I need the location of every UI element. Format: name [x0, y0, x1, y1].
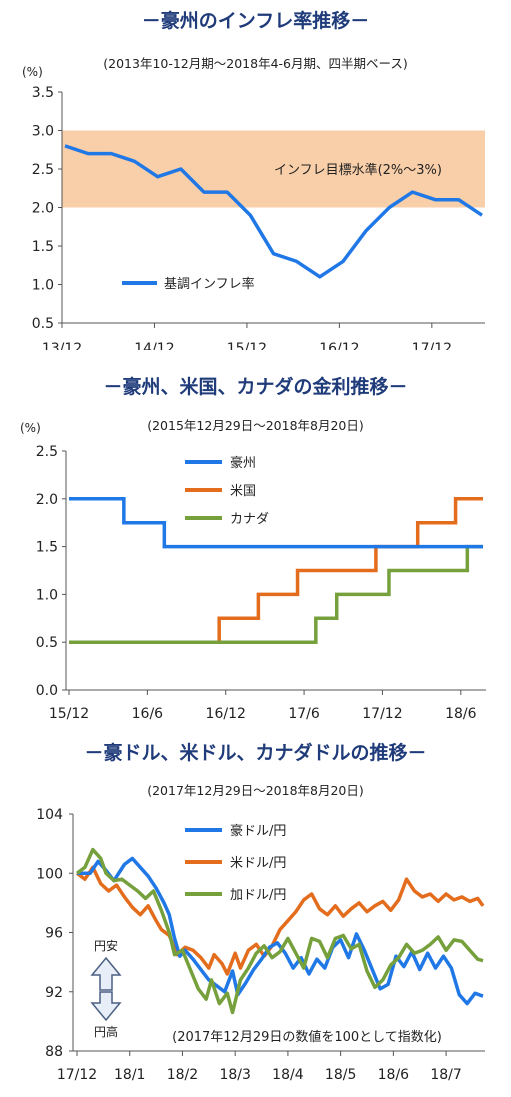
y-tick-label: 88 — [45, 1044, 63, 1060]
series-line-us — [69, 497, 483, 644]
x-tick-label: 18/2 — [167, 1067, 198, 1083]
legend-label-cad-jpy: 加ドル/円 — [230, 888, 286, 903]
y-tick-label: 1.0 — [36, 587, 58, 603]
x-tick-label: 15/12 — [49, 706, 89, 722]
x-tick-label: 15/12 — [227, 341, 267, 350]
x-tick-label: 18/7 — [430, 1067, 461, 1083]
x-tick-label: 17/12 — [362, 706, 402, 722]
series-line-canada — [69, 544, 483, 644]
series-line-cad-jpy — [75, 847, 484, 1015]
y-tick-label: 2.0 — [36, 492, 58, 508]
yen-weak-label: 円安 — [94, 938, 118, 953]
x-tick-label: 18/1 — [114, 1067, 145, 1083]
index-note: (2017年12月29日の数値を100として指数化) — [172, 1029, 442, 1045]
x-tick-label: 14/12 — [134, 341, 174, 350]
inflation-chart: インフレ目標水準(2%～3%) (%) 0.5 1.0 1.5 2.0 2.5 3.0 3.5 1… — [22, 65, 485, 350]
up-arrow-icon — [90, 956, 122, 991]
chart3-title: －豪ドル、米ドル、カナダドルの推移－ — [84, 742, 427, 764]
x-tick-label: 18/4 — [272, 1067, 304, 1083]
x-tick-label: 18/6 — [378, 1067, 410, 1083]
y-tick-label: 104 — [36, 807, 63, 823]
target-band — [62, 130, 485, 208]
down-arrow-icon — [90, 991, 122, 1022]
chart3-subtitle: (2017年12月29日～2018年8月20日) — [147, 783, 364, 798]
y-tick-label: 100 — [36, 866, 63, 882]
x-tick-label: 16/12 — [206, 706, 246, 722]
legend-label-australia: 豪州 — [230, 455, 256, 471]
x-tick-label: 16/6 — [132, 706, 164, 722]
y-tick-label: 2.5 — [36, 444, 58, 460]
y-tick-label: 1.5 — [36, 540, 58, 556]
y-unit-label: (%) — [20, 421, 41, 435]
y-tick-label: 3.5 — [32, 85, 54, 101]
y-tick-label: 92 — [45, 985, 63, 1001]
x-tick-label: 17/6 — [288, 706, 320, 722]
interest-rate-chart: (%) 0.0 0.5 1.0 1.5 2.0 2.5 15/12 16/6 16/12 17/6 1… — [20, 421, 486, 722]
series-line-australia — [69, 497, 483, 549]
y-unit-label: (%) — [22, 65, 43, 79]
chart2-subtitle: (2015年12月29日～2018年8月20日) — [147, 418, 364, 433]
y-tick-label: 1.0 — [32, 278, 54, 294]
yen-strong-label: 円高 — [94, 1024, 118, 1039]
legend-label-aud-jpy: 豪ドル/円 — [230, 823, 286, 839]
y-tick-label: 2.5 — [32, 162, 54, 178]
x-tick-label: 17/12 — [412, 341, 452, 350]
legend-label-core-inflation: 基調インフレ率 — [164, 276, 255, 292]
x-tick-label: 13/12 — [42, 341, 82, 350]
y-tick-label: 96 — [45, 926, 63, 942]
y-tick-label: 2.0 — [32, 201, 54, 217]
series-line-usd-jpy — [75, 865, 485, 976]
x-tick-label: 18/6 — [445, 706, 477, 722]
series-line-aud-jpy — [77, 856, 484, 1006]
legend-label-canada: カナダ — [230, 512, 269, 527]
y-tick-label: 0.5 — [36, 635, 58, 651]
y-tick-label: 3.0 — [32, 124, 54, 140]
y-tick-label: 1.5 — [32, 239, 54, 255]
legend-label-us: 米国 — [230, 484, 256, 499]
target-band-label: インフレ目標水準(2%～3%) — [274, 162, 442, 178]
x-tick-label: 16/12 — [319, 341, 359, 350]
x-tick-label: 18/5 — [325, 1067, 356, 1083]
x-tick-label: 17/12 — [57, 1067, 97, 1083]
y-tick-label: 0.0 — [36, 683, 58, 699]
series-line-core-inflation — [64, 144, 483, 279]
chart1-subtitle: (2013年10-12月期～2018年4-6月期、四半期ベース) — [103, 56, 408, 71]
legend-label-usd-jpy: 米ドル/円 — [230, 856, 286, 871]
y-tick-label: 0.5 — [32, 316, 54, 332]
x-tick-label: 18/3 — [219, 1067, 250, 1083]
chart2-title: －豪州、米国、カナダの金利推移－ — [103, 376, 408, 398]
chart1-title: －豪州のインフレ率推移－ — [141, 10, 370, 32]
